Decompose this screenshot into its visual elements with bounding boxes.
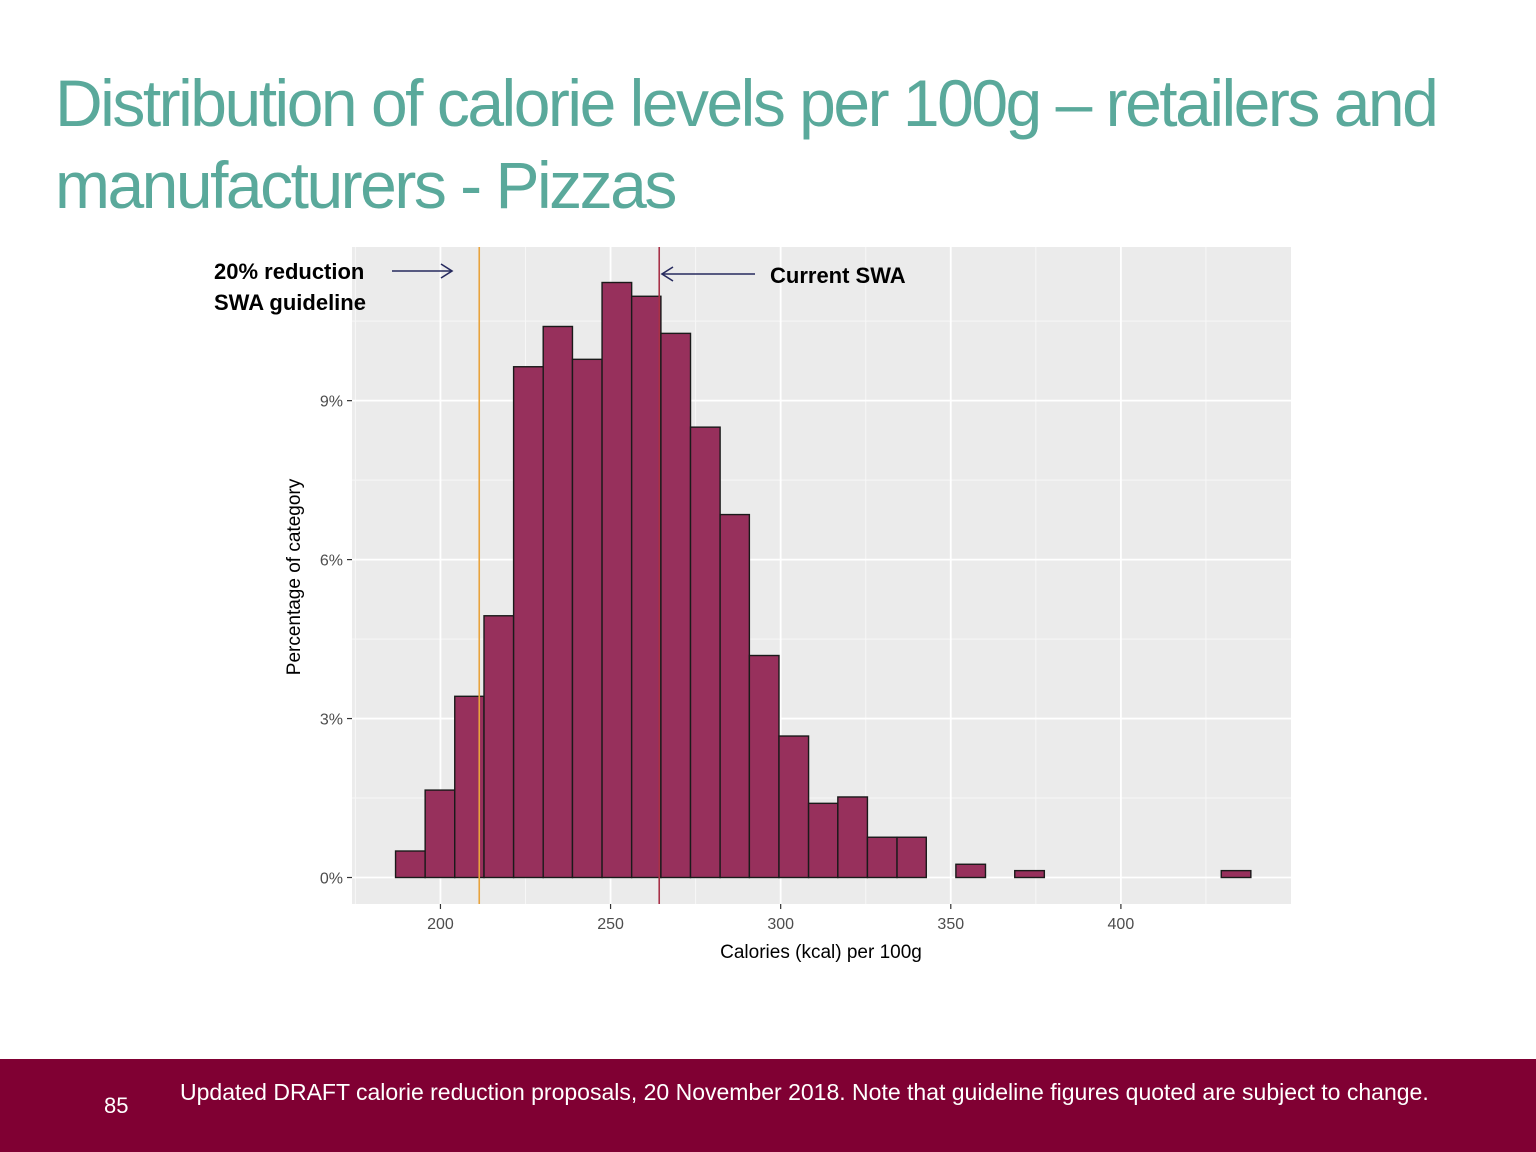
slide-title: Distribution of calorie levels per 100g …	[55, 66, 1439, 222]
histogram-chart: 0% 3% 6% 9% 200 250 300 350 400 Calories (kcal)…	[214, 247, 1291, 963]
y-axis: 0% 3% 6% 9%	[320, 394, 352, 888]
grid-minor	[352, 247, 1291, 904]
annotations: 20% reduction SWA guideline Current SWA	[214, 259, 906, 315]
histogram-bar-14	[807, 802, 839, 879]
histogram-bar-11	[719, 513, 751, 879]
x-tick-label: 350	[937, 916, 964, 933]
histogram-bar-17	[896, 836, 927, 879]
page-number: 85	[104, 1093, 129, 1118]
annotation-reduction-arrow-head	[440, 263, 454, 279]
histogram-bar-3	[483, 615, 515, 879]
histogram-bar-0	[394, 850, 426, 879]
histogram-bar-10	[689, 426, 721, 879]
histogram-bar-21	[1014, 869, 1046, 879]
reference-lines	[478, 247, 661, 904]
x-tick-label: 250	[597, 916, 624, 933]
histogram-bar-15	[837, 796, 869, 879]
y-tick-label: 9%	[320, 394, 343, 411]
histogram-bar-19	[955, 863, 987, 879]
slide-footer: 85 Updated DRAFT calorie reduction propo…	[0, 1059, 1536, 1152]
annotation-reduction-line1: 20% reduction	[214, 259, 364, 284]
x-axis-label: Calories (kcal) per 100g	[720, 942, 922, 963]
x-tick-label: 200	[427, 916, 454, 933]
histogram-bar-12	[748, 654, 780, 879]
annotation-reduction-line2: SWA guideline	[214, 290, 366, 315]
histogram-bar-9	[660, 332, 692, 879]
y-axis-label: Percentage of category	[284, 478, 305, 675]
footer-note: Updated DRAFT calorie reduction proposal…	[180, 1079, 1429, 1105]
histogram-bar-4	[512, 366, 544, 879]
y-tick-label: 0%	[320, 871, 343, 888]
y-tick-label: 3%	[320, 712, 343, 729]
histogram-bar-5	[542, 325, 574, 879]
histogram-bar-28	[1220, 869, 1252, 879]
x-axis: 200 250 300 350 400	[427, 904, 1134, 933]
histogram-bar-13	[778, 735, 810, 879]
annotation-current-swa: Current SWA	[770, 263, 906, 288]
histogram-bar-6	[571, 358, 603, 879]
y-tick-label: 6%	[320, 553, 343, 570]
histogram-bar-7	[601, 281, 633, 879]
x-tick-label: 300	[767, 916, 794, 933]
histogram-bar-8	[630, 295, 662, 879]
histogram-bar-1	[424, 789, 456, 879]
x-tick-label: 400	[1108, 916, 1135, 933]
annotation-current-arrow-head	[660, 266, 674, 282]
histogram-bar-16	[866, 836, 898, 879]
